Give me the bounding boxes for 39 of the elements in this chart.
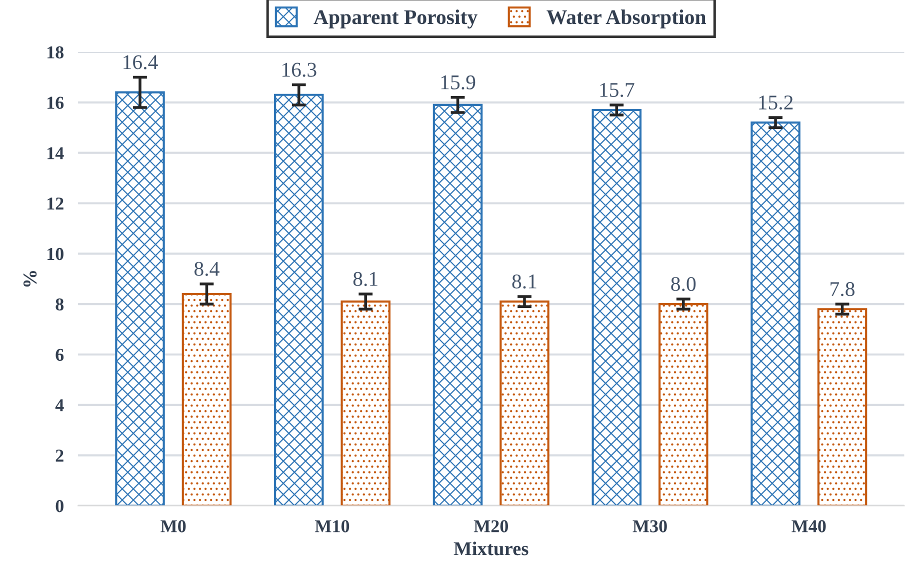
text: 16.4 xyxy=(124,55,158,70)
bar xyxy=(340,300,390,506)
legend-label: Apparent Porosity xyxy=(314,10,478,28)
x-axis-title: Mixtures xyxy=(454,542,528,556)
text: 16.3 xyxy=(282,62,316,77)
y-tick-label: 6 xyxy=(56,348,64,361)
y-tick-label: 18 xyxy=(48,46,64,58)
y-tick-label: 12 xyxy=(48,198,64,210)
text: 7.8 xyxy=(830,282,854,296)
text: 8.1 xyxy=(353,272,378,286)
legend-label: Water Absorption xyxy=(546,10,706,28)
bar xyxy=(750,122,800,506)
x-tick-label: M0 xyxy=(160,520,186,532)
y-tick-label: 8 xyxy=(56,298,64,311)
y-tick-label: 14 xyxy=(48,147,64,160)
y-tick-label: 4 xyxy=(55,399,64,412)
bar xyxy=(274,94,324,506)
x-tick-label: M20 xyxy=(474,520,508,532)
bar xyxy=(432,104,483,506)
bar xyxy=(115,91,165,506)
y-tick-label: 10 xyxy=(48,248,64,260)
bar xyxy=(182,292,232,506)
x-tick-label: M10 xyxy=(315,520,350,532)
bar xyxy=(592,108,642,506)
y-tick-label: 0 xyxy=(56,500,64,512)
text: 8.0 xyxy=(671,276,696,292)
bar xyxy=(658,303,708,506)
y-tick-label: 2 xyxy=(56,450,64,462)
x-tick-label: M30 xyxy=(632,520,667,532)
y-axis-title: % xyxy=(23,270,37,287)
text: 15.9 xyxy=(441,75,476,90)
text: 15.2 xyxy=(759,96,793,110)
text: 8.4 xyxy=(194,262,220,276)
text: 15.7 xyxy=(600,82,634,98)
y-tick-label: 16 xyxy=(48,96,64,109)
text: 8.1 xyxy=(512,274,536,289)
x-tick-label: M40 xyxy=(792,520,826,532)
bar xyxy=(817,308,868,506)
bar xyxy=(500,300,550,506)
